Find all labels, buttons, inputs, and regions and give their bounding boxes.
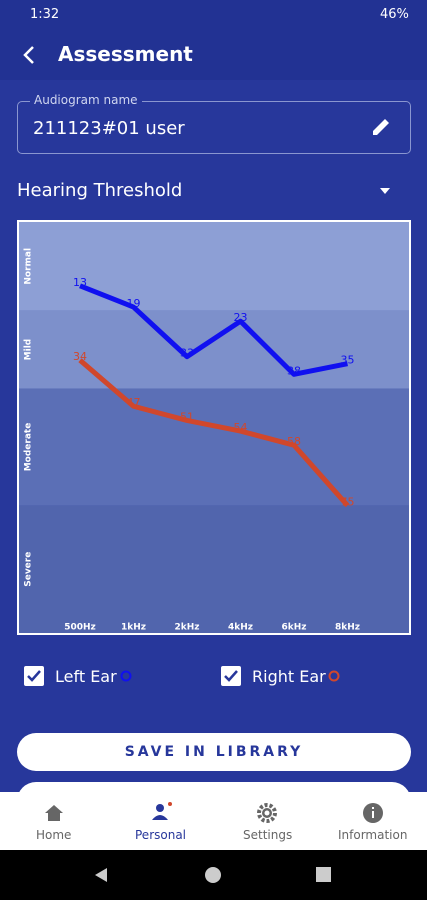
legend-label: Right Ear bbox=[252, 667, 326, 686]
edit-icon[interactable] bbox=[370, 116, 392, 138]
home-icon[interactable] bbox=[44, 804, 64, 822]
data-label: 58 bbox=[287, 435, 301, 448]
data-label: 23 bbox=[234, 311, 248, 324]
bottom-nav: Home Personal Settings Information bbox=[0, 792, 427, 850]
audiogram-chart: Normal Mild Moderate Severe 500Hz 1kHz 2kHz 4kH… bbox=[17, 220, 411, 635]
settings-icon[interactable] bbox=[257, 803, 277, 823]
system-buttons bbox=[95, 867, 331, 883]
field-label: Audiogram name bbox=[30, 93, 142, 107]
nav-label[interactable]: Information bbox=[338, 828, 408, 842]
legend-marker bbox=[328, 670, 340, 682]
nav-label[interactable]: Settings bbox=[243, 828, 293, 842]
series-line bbox=[79, 283, 348, 377]
band bbox=[19, 310, 409, 389]
x-tick-label: 8kHz bbox=[335, 623, 360, 633]
nav-label[interactable]: Personal bbox=[135, 828, 187, 842]
legend-dot bbox=[328, 670, 340, 682]
data-label: 51 bbox=[180, 410, 194, 423]
series-line bbox=[78, 358, 350, 508]
x-tick-label: 1kHz bbox=[121, 623, 146, 633]
data-label: 33 bbox=[180, 347, 194, 360]
status-bar: 1:32 46% bbox=[0, 0, 427, 30]
data-label: 19 bbox=[127, 297, 141, 310]
battery: 46% bbox=[380, 7, 409, 22]
legend-label: Left Ear bbox=[55, 667, 117, 686]
x-tick-label: 4kHz bbox=[228, 623, 253, 633]
band-label: Mild bbox=[24, 339, 34, 361]
field-value: 211123#01 user bbox=[33, 118, 185, 139]
x-tick-label: 2kHz bbox=[174, 623, 199, 633]
data-label: 47 bbox=[127, 396, 141, 409]
band-label: Moderate bbox=[24, 423, 34, 472]
audiogram-name-field[interactable]: Audiogram name 211123#01 user bbox=[17, 93, 411, 154]
band-label: Severe bbox=[24, 552, 34, 587]
save-button[interactable]: SAVE IN LIBRARY bbox=[17, 733, 411, 771]
back-button[interactable] bbox=[18, 43, 42, 67]
band bbox=[19, 388, 409, 506]
personal-icon[interactable] bbox=[150, 802, 172, 822]
dropdown-arrow[interactable] bbox=[378, 186, 392, 196]
x-tick-label: 6kHz bbox=[281, 623, 306, 633]
checkbox[interactable] bbox=[24, 666, 44, 686]
data-label: 34 bbox=[73, 350, 87, 363]
x-tick-label: 500Hz bbox=[64, 623, 96, 633]
chart-border bbox=[17, 220, 411, 635]
data-label: 54 bbox=[234, 421, 248, 434]
band bbox=[19, 222, 409, 311]
system-nav bbox=[0, 850, 427, 900]
data-label: 38 bbox=[287, 364, 301, 377]
dropdown-label[interactable]: Hearing Threshold bbox=[17, 180, 183, 201]
legend-marker bbox=[120, 670, 132, 682]
band-label: Normal bbox=[24, 248, 34, 285]
data-label: 75 bbox=[341, 495, 355, 508]
data-label: 13 bbox=[73, 276, 87, 289]
time: 1:32 bbox=[30, 7, 60, 22]
app-bar: Assessment bbox=[0, 30, 427, 80]
band bbox=[19, 505, 409, 633]
nav-label[interactable]: Home bbox=[36, 828, 72, 842]
info-icon[interactable] bbox=[363, 803, 383, 823]
header-title: Assessment bbox=[58, 42, 193, 66]
legend-dot bbox=[120, 670, 132, 682]
data-label: 35 bbox=[341, 354, 355, 367]
checkbox[interactable] bbox=[221, 666, 241, 686]
